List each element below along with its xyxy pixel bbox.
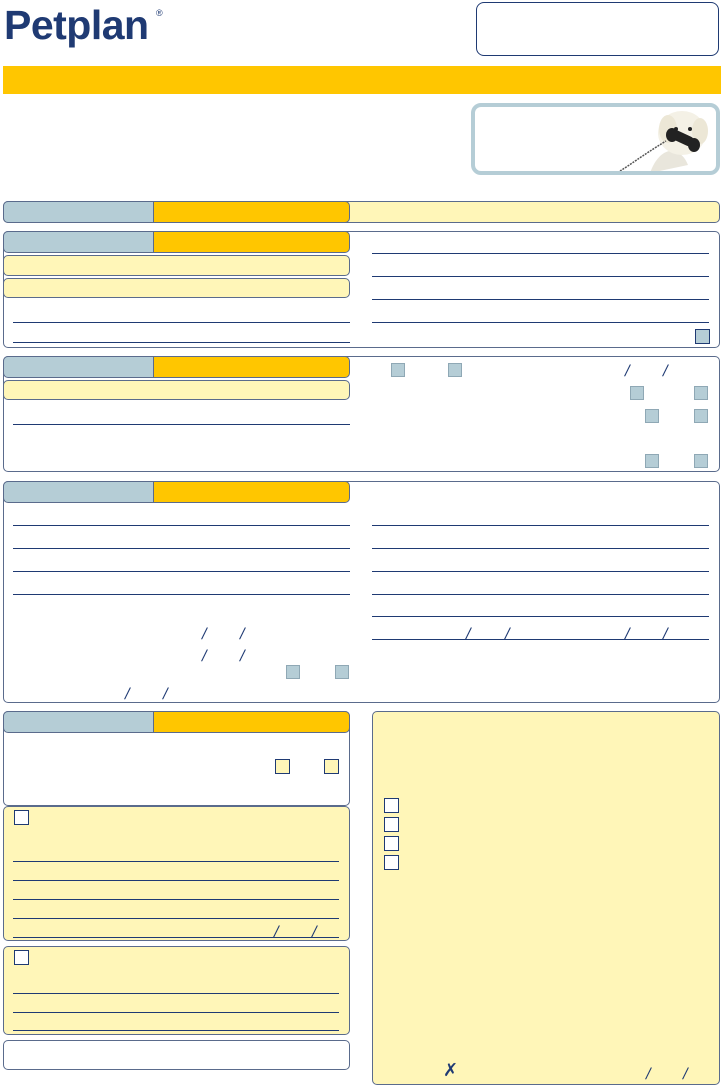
dog-with-telephone-icon [619,111,708,171]
section-5-checkbox-yes[interactable] [275,759,290,774]
declaration-date-sep-2: / [683,1066,688,1082]
section-4-line-left-3[interactable] [13,571,350,572]
registered-mark: ® [156,8,163,18]
declaration-panel [372,711,720,1085]
declaration-date-sep-1: / [646,1066,651,1082]
section-2-field[interactable] [153,231,350,253]
option-b-line-3[interactable] [13,1030,339,1031]
section-4-line-right-5[interactable] [372,616,709,617]
section-5-label [3,711,154,733]
section-4-line-right-1[interactable] [372,525,709,526]
option-b-checkbox[interactable] [14,950,29,965]
section-4-line-left-1[interactable] [13,525,350,526]
section-2-line-right-3[interactable] [372,299,709,300]
section-4-line-left-2[interactable] [13,548,350,549]
section-4-line-right-6[interactable] [372,639,709,640]
section-3-field[interactable] [153,356,350,378]
section-2-label [3,231,154,253]
section-3-date-sep-1: / [625,363,630,379]
section-4-date-c-sep-1: / [125,686,130,702]
option-a-checkbox[interactable] [14,810,29,825]
option-a-panel [3,806,350,941]
option-b-line-1[interactable] [13,993,339,994]
section-1-label [3,201,154,223]
section-3-row-a[interactable] [3,380,350,400]
section-2-line-right-4[interactable] [372,322,709,323]
section-3-date-sep-2: / [663,363,668,379]
section-4-field[interactable] [153,481,350,503]
section-3-checkbox-7[interactable] [645,454,659,468]
section-3-checkbox-3[interactable] [630,386,644,400]
declaration-checkbox-2[interactable] [384,817,399,832]
section-2-row-a[interactable] [3,255,350,276]
section-4-date-d-sep-1: / [466,626,471,642]
section-4-line-right-3[interactable] [372,571,709,572]
option-b-line-2[interactable] [13,1012,339,1013]
section-3-checkbox-2[interactable] [448,363,462,377]
section-4-date-b-sep-2: / [240,648,245,664]
section-2-checkbox[interactable] [695,329,710,344]
bottom-left-box[interactable] [3,1040,350,1070]
contact-panel [471,103,720,175]
option-b-panel [3,946,350,1035]
section-4-date-e-sep-1: / [625,626,630,642]
option-a-line-2[interactable] [13,880,339,881]
section-2-line-left-1[interactable] [13,322,350,323]
title-banner [3,66,721,94]
section-3-checkbox-4[interactable] [694,386,708,400]
option-a-date-sep-1: / [274,924,279,940]
section-3-checkbox-6[interactable] [694,409,708,423]
declaration-checkbox-1[interactable] [384,798,399,813]
section-3-line-left-1[interactable] [13,424,350,425]
option-a-line-3[interactable] [13,899,339,900]
section-4-date-b-sep-1: / [202,648,207,664]
section-4-date-a-sep-1: / [202,626,207,642]
section-2-line-right-2[interactable] [372,276,709,277]
section-5-checkbox-no[interactable] [324,759,339,774]
section-4-date-a-sep-2: / [240,626,245,642]
declaration-checkbox-3[interactable] [384,836,399,851]
reference-box[interactable] [476,2,719,56]
section-4-checkbox-2[interactable] [335,665,349,679]
section-2-row-b[interactable] [3,278,350,298]
section-4-line-right-2[interactable] [372,548,709,549]
section-4-panel [3,481,720,703]
option-a-date-sep-2: / [312,924,317,940]
section-4-date-c-sep-2: / [163,686,168,702]
petplan-logo: Petplan [4,2,149,48]
section-2-line-right-1[interactable] [372,253,709,254]
section-4-line-left-4[interactable] [13,594,350,595]
section-4-label [3,481,154,503]
section-2-line-left-2[interactable] [13,342,350,343]
option-a-line-4[interactable] [13,918,339,919]
section-3-checkbox-1[interactable] [391,363,405,377]
section-4-date-e-sep-2: / [663,626,668,642]
option-a-line-1[interactable] [13,861,339,862]
section-3-checkbox-5[interactable] [645,409,659,423]
section-4-line-right-4[interactable] [372,594,709,595]
option-a-line-5[interactable] [13,937,339,938]
declaration-checkbox-4[interactable] [384,855,399,870]
section-3-checkbox-8[interactable] [694,454,708,468]
cross-mark-icon: ✗ [443,1060,459,1081]
section-1-field[interactable] [153,201,350,223]
section-4-date-d-sep-2: / [505,626,510,642]
section-3-label [3,356,154,378]
section-5-field[interactable] [153,711,350,733]
section-4-checkbox-1[interactable] [286,665,300,679]
